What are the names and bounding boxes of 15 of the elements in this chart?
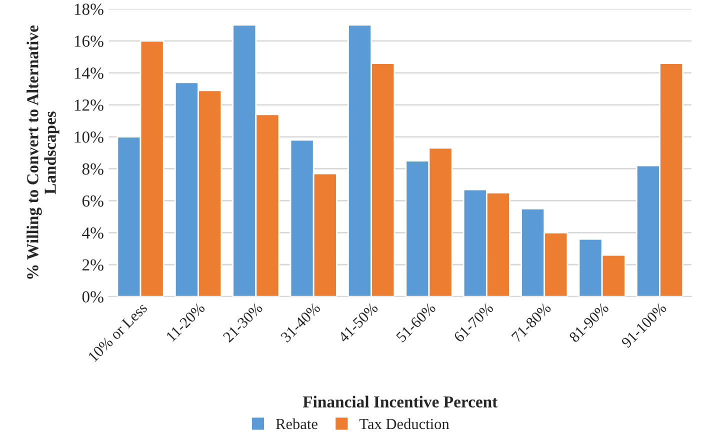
x-tick-label: 10% or Less <box>88 302 148 362</box>
legend-label: Tax Deduction <box>360 418 450 430</box>
y-tick-label: 0% <box>82 291 104 303</box>
y-tick-label: 8% <box>82 163 104 175</box>
y-tick-label: 10% <box>74 131 104 143</box>
y-tick-label: 18% <box>74 4 104 15</box>
y-tick-label: 2% <box>82 259 104 271</box>
x-axis-title: Financial Incentive Percent <box>302 396 498 408</box>
y-tick-label: 16% <box>74 36 104 47</box>
y-tick-label: 14% <box>74 68 104 79</box>
y-tick-label: 12% <box>74 100 104 111</box>
y-axis-title: % Willing to Convert to Alternative Landscapes <box>26 25 60 279</box>
legend-label: Rebate <box>276 418 318 430</box>
y-tick-label: 4% <box>82 227 104 239</box>
y-tick-label: 6% <box>82 195 104 207</box>
